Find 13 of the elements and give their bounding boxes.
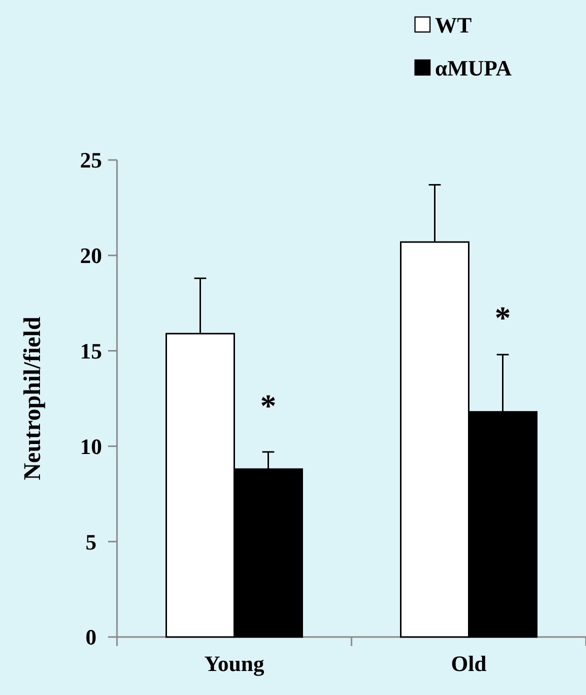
annotation: * (494, 300, 511, 336)
y-tick-label: 15 (80, 338, 102, 364)
y-tick-label: 25 (80, 148, 102, 173)
y-tick-label: 10 (80, 434, 102, 459)
y-tick-label: 20 (80, 243, 102, 268)
x-tick-label: Old (451, 651, 486, 676)
annotation: * (260, 387, 276, 424)
legend-label: αMUPA (435, 56, 512, 81)
y-tick-label: 0 (86, 624, 96, 650)
legend-label: WT (435, 12, 472, 38)
x-tick-label: Young (204, 651, 264, 676)
y-tick-label: 5 (86, 529, 96, 554)
y-axis-title: Neutrophil/field (20, 316, 46, 480)
